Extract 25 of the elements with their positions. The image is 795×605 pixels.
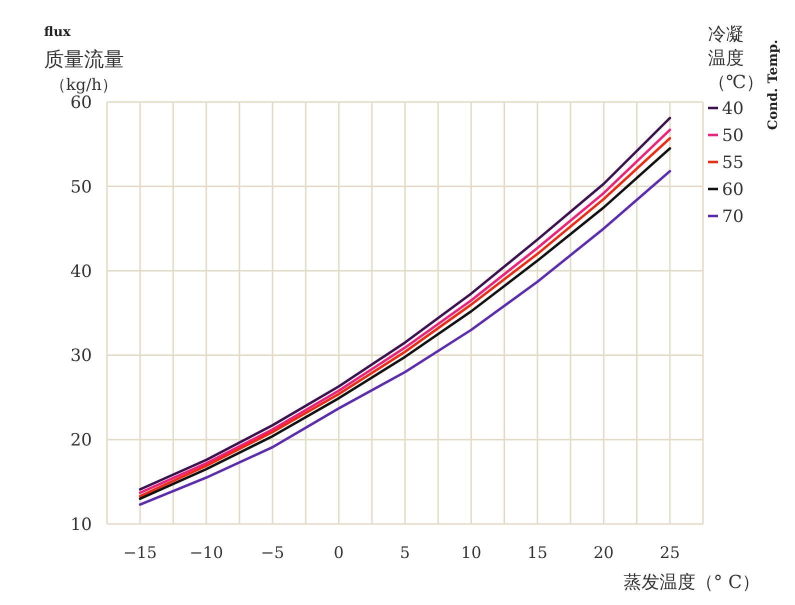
x-tick-label: −5 xyxy=(260,543,284,562)
y-tick-label: 50 xyxy=(70,177,92,198)
legend-label: 40 xyxy=(722,99,744,119)
y-tick-label: 60 xyxy=(70,93,92,113)
legend-label: 50 xyxy=(722,126,744,146)
y-axis-title: 质量流量（kg/h） xyxy=(44,47,124,94)
x-tick-label: 5 xyxy=(400,543,410,562)
x-tick-label: 15 xyxy=(527,543,548,562)
x-tick-label: −15 xyxy=(123,543,157,562)
x-tick-label: −10 xyxy=(189,543,224,562)
text: flux xyxy=(44,25,71,40)
legend-title: 冷凝温度（℃） xyxy=(708,24,764,93)
x-tick-label: 25 xyxy=(660,543,680,562)
x-axis-title: 蒸发温度（° C） xyxy=(624,572,760,593)
y-tick-label: 20 xyxy=(70,430,92,451)
y-tick-label: 30 xyxy=(70,346,92,366)
y-tick-label: 40 xyxy=(70,262,92,282)
legend-label: 55 xyxy=(722,153,744,173)
x-tick-label: 0 xyxy=(334,543,344,562)
y-tick-label: 10 xyxy=(70,515,92,535)
legend-label: 70 xyxy=(722,207,744,227)
text: Cond. Temp. xyxy=(766,40,781,130)
x-tick-label: 20 xyxy=(593,543,614,562)
x-tick-label: 10 xyxy=(461,543,482,562)
legend-label: 60 xyxy=(722,180,744,200)
